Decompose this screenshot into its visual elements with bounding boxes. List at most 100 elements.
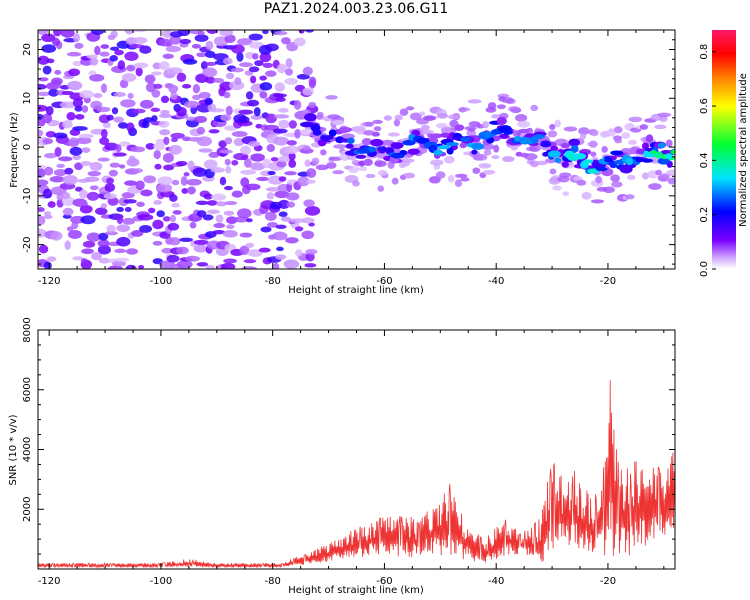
heatmap-cell xyxy=(202,214,214,221)
heatmap-cell xyxy=(326,162,337,169)
heatmap-cell xyxy=(183,100,200,109)
heatmap-cell xyxy=(667,177,675,185)
heatmap-cell xyxy=(220,262,236,269)
heatmap-cell xyxy=(544,158,557,164)
x-tick-label: -60 xyxy=(376,576,392,587)
heatmap-cell xyxy=(547,150,561,158)
heatmap-cell xyxy=(377,169,388,176)
heatmap-cell xyxy=(222,230,238,238)
heatmap-cell xyxy=(256,176,270,182)
heatmap-cell xyxy=(372,119,384,125)
heatmap-cell xyxy=(230,67,244,73)
heatmap-cell xyxy=(50,231,63,241)
heatmap-cell xyxy=(79,189,88,199)
heatmap-cell xyxy=(158,120,170,128)
heatmap-cell xyxy=(59,101,76,109)
heatmap-cell xyxy=(73,32,81,43)
heatmap-cell xyxy=(391,177,399,185)
heatmap-cell xyxy=(264,43,279,52)
heatmap-cell xyxy=(262,30,269,35)
heatmap-cell xyxy=(116,214,124,225)
heatmap-cell xyxy=(152,219,164,230)
heatmap-cell xyxy=(159,129,171,136)
heatmap-cell xyxy=(306,168,317,178)
heatmap-cell xyxy=(253,107,261,117)
x-tick-label: -120 xyxy=(38,576,61,587)
x-tick-label: -20 xyxy=(600,576,616,587)
heatmap-cell xyxy=(44,152,57,159)
heatmap-cell xyxy=(72,126,88,131)
y-tick-label: -20 xyxy=(22,236,33,252)
heatmap-cell xyxy=(548,177,561,185)
heatmap-cell xyxy=(460,136,472,142)
heatmap-cell xyxy=(148,207,156,214)
heatmap-cell xyxy=(116,224,131,233)
heatmap-cell xyxy=(613,126,623,134)
heatmap-cell xyxy=(657,112,672,117)
heatmap-cell xyxy=(294,129,301,139)
heatmap-cell xyxy=(454,124,465,131)
heatmap-cell xyxy=(166,254,180,263)
heatmap-cell xyxy=(325,95,338,100)
heatmap-cell xyxy=(621,131,631,139)
heatmap-cell xyxy=(528,145,541,152)
heatmap-cell xyxy=(157,176,173,186)
heatmap-cell xyxy=(510,145,519,151)
y-tick-label: 4000 xyxy=(22,437,33,462)
heatmap-cell xyxy=(443,155,455,164)
heatmap-cell xyxy=(109,162,121,168)
heatmap-cell xyxy=(158,113,173,119)
heatmap-cell xyxy=(304,159,311,168)
heatmap-cell xyxy=(106,177,115,185)
heatmap-cell xyxy=(62,174,78,185)
heatmap-cell xyxy=(467,99,482,104)
heatmap-cell xyxy=(289,218,306,223)
heatmap-cell xyxy=(454,179,463,188)
heatmap-cell xyxy=(93,93,103,99)
heatmap-cell xyxy=(132,108,146,114)
heatmap-cell xyxy=(219,30,234,37)
heatmap-cell xyxy=(399,108,409,116)
heatmap-cell xyxy=(143,175,157,184)
heatmap-cell xyxy=(305,179,316,184)
heatmap-cell xyxy=(203,159,218,170)
heatmap-cell xyxy=(62,207,74,216)
heatmap-cell xyxy=(259,82,273,91)
heatmap-cell xyxy=(554,119,561,128)
heatmap-cell xyxy=(74,114,85,120)
heatmap-cell xyxy=(172,210,182,215)
heatmap-cell xyxy=(236,52,244,62)
heatmap-cell xyxy=(248,140,261,147)
heatmap-cell xyxy=(371,131,380,137)
heatmap-cell xyxy=(194,115,207,123)
heatmap-cell xyxy=(280,216,292,222)
heatmap-cell xyxy=(208,151,220,159)
heatmap-cell xyxy=(294,84,306,92)
top-x-axis-label: Height of straight line (km) xyxy=(288,285,424,296)
heatmap-cell xyxy=(153,200,162,205)
heatmap-cell xyxy=(116,236,131,247)
heatmap-cell xyxy=(273,136,289,146)
heatmap-cell xyxy=(66,112,76,121)
heatmap-cell xyxy=(458,107,467,113)
heatmap-cell xyxy=(471,143,485,150)
heatmap-cell xyxy=(582,159,594,164)
heatmap-cell xyxy=(168,144,183,155)
heatmap-cell xyxy=(635,156,644,163)
heatmap-cell xyxy=(250,153,265,162)
heatmap-cell xyxy=(249,162,266,171)
heatmap-cell xyxy=(87,171,102,177)
heatmap-cell xyxy=(113,152,127,157)
heatmap-cell xyxy=(265,187,281,192)
heatmap-cell xyxy=(243,259,257,264)
heatmap-cell xyxy=(276,246,284,252)
heatmap-cell xyxy=(274,190,290,199)
heatmap-cell xyxy=(204,97,213,106)
heatmap-cell xyxy=(124,51,139,61)
heatmap-cell xyxy=(89,73,105,82)
heatmap-cell xyxy=(363,158,373,166)
heatmap-cell xyxy=(315,164,329,171)
colorbar-tick-label: 0.0 xyxy=(699,261,710,277)
heatmap-cell xyxy=(183,172,190,177)
heatmap-cell xyxy=(245,91,254,100)
